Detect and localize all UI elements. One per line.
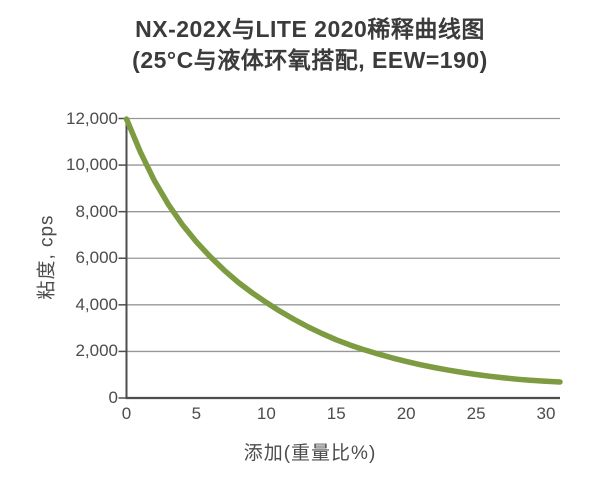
y-tick-label: 8,000	[75, 201, 118, 221]
chart-subtitle: (25°C与液体环氧搭配, EEW=190)	[132, 47, 488, 73]
y-tick-label: 6,000	[75, 248, 118, 268]
y-axis-title: 粘度, cps	[36, 214, 58, 300]
chart-title: NX-202X与LITE 2020稀释曲线图	[135, 16, 485, 42]
x-tick-label: 5	[191, 404, 202, 423]
y-tick-label: 4,000	[75, 294, 118, 314]
y-tick-label: 12,000	[66, 108, 118, 128]
y-tick-label: 10,000	[66, 155, 118, 175]
y-tick-label: 0	[108, 388, 118, 407]
x-tick-label: 15	[326, 404, 346, 423]
x-tick-label: 0	[121, 404, 132, 423]
x-axis-title: 添加(重量比%)	[243, 443, 377, 464]
chart-title-block: NX-202X与LITE 2020稀释曲线图 (25°C与液体环氧搭配, EEW…	[10, 14, 600, 76]
y-tick-label: 2,000	[75, 341, 118, 361]
x-tick-label: 25	[466, 404, 486, 423]
x-tick-label: 30	[536, 404, 556, 423]
x-tick-label: 20	[396, 404, 416, 423]
x-tick-label: 10	[256, 404, 276, 423]
dilution-curve	[123, 116, 563, 385]
